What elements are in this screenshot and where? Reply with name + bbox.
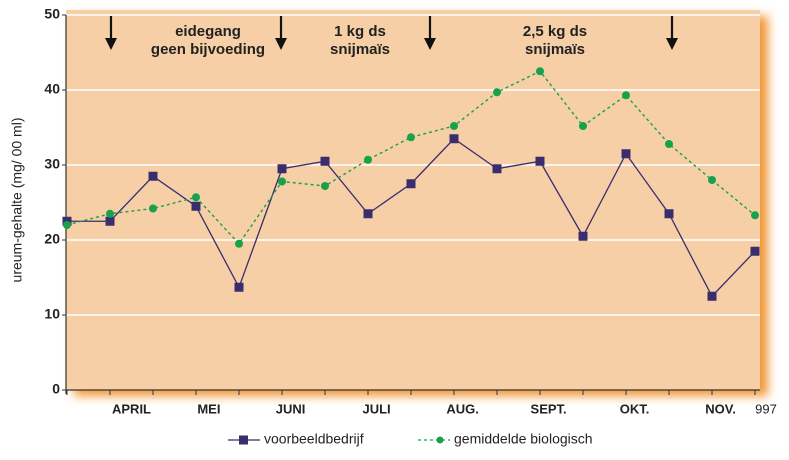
x-tick-label: NOV.	[705, 401, 736, 416]
marker	[191, 201, 201, 211]
marker	[277, 164, 287, 174]
marker	[321, 182, 329, 190]
x-tick-label: AUG.	[446, 401, 479, 416]
marker	[105, 216, 115, 226]
series	[63, 67, 759, 248]
annotation: 1 kg ds	[334, 23, 386, 40]
marker	[750, 246, 760, 256]
marker	[364, 155, 372, 164]
marker	[450, 122, 458, 130]
x-tick-label: JUNI	[276, 401, 306, 416]
annotation: geen bijvoeding	[151, 41, 265, 58]
marker	[492, 164, 502, 174]
annotation: snijmaïs	[525, 41, 585, 58]
marker	[235, 239, 243, 248]
marker	[622, 91, 630, 100]
marker	[63, 221, 71, 229]
marker	[751, 211, 759, 220]
arrows	[105, 16, 678, 50]
marker	[578, 231, 588, 241]
marker	[234, 282, 244, 292]
y-axis-label: ureum-gehalte (mg/ 00 ml)	[9, 118, 25, 283]
marker	[148, 171, 158, 181]
legend-marker	[436, 436, 444, 444]
legend-label: voorbeeldbedrijf	[264, 431, 364, 447]
x-tick-label: MEI	[197, 401, 220, 416]
marker	[665, 140, 673, 148]
marker	[493, 88, 501, 97]
marker	[664, 209, 674, 219]
marker	[149, 204, 157, 213]
x-tick-label: JULI	[363, 401, 391, 416]
x-tick-label: SEPT.	[531, 401, 567, 416]
marker	[535, 156, 545, 166]
annotation: eidegang	[175, 23, 241, 40]
marker	[363, 209, 373, 219]
y-tick-label: 0	[52, 381, 60, 397]
series-line	[66, 70, 756, 245]
x-tick-label: OKT.	[620, 401, 650, 416]
legend-marker	[239, 435, 248, 445]
marker	[320, 156, 330, 166]
marker	[536, 67, 544, 76]
marker	[106, 209, 114, 218]
plot-background	[66, 10, 760, 390]
marker	[407, 133, 415, 142]
marker	[449, 134, 459, 144]
x-tick-label: APRIL	[112, 401, 151, 416]
y-tick-label: 50	[44, 6, 60, 22]
marker	[708, 176, 716, 184]
annotation: snijmaïs	[330, 41, 390, 58]
y-tick-label: 10	[44, 306, 60, 322]
y-tick-label: 40	[44, 81, 60, 97]
marker	[406, 179, 416, 189]
x-note: 997	[755, 401, 777, 416]
marker	[192, 193, 200, 202]
y-tick-label: 30	[44, 156, 60, 172]
marker	[278, 177, 286, 186]
marker	[579, 122, 587, 130]
annotation: 2,5 kg ds	[523, 23, 587, 40]
y-tick-label: 20	[44, 231, 60, 247]
marker	[707, 291, 717, 301]
marker	[621, 149, 631, 159]
legend-label: gemiddelde biologisch	[454, 431, 593, 447]
